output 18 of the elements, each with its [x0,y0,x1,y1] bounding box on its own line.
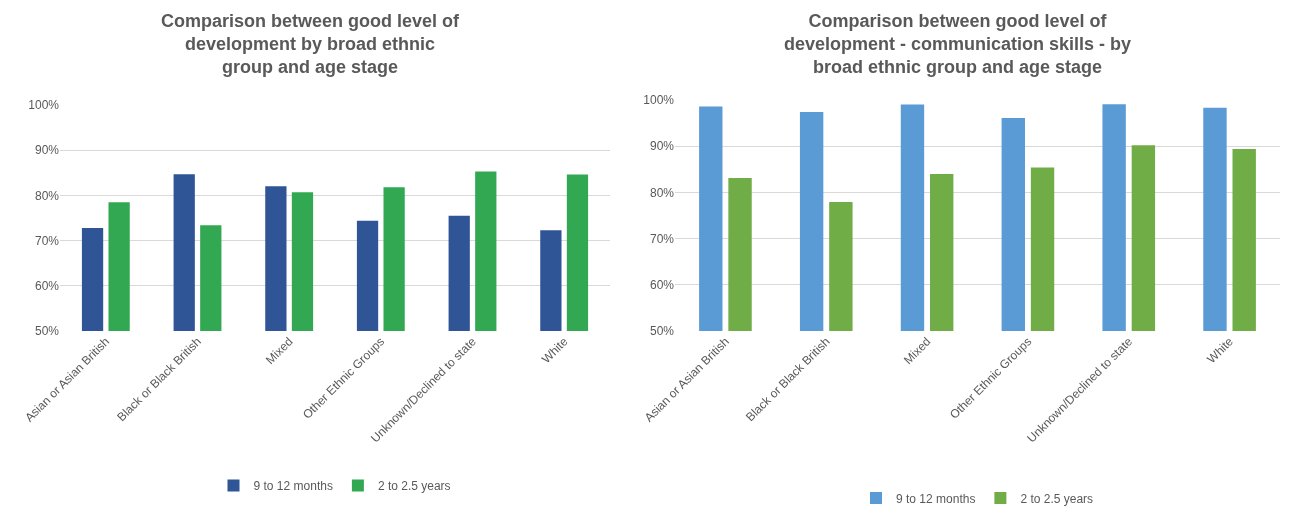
y-tick-label: 80% [34,188,60,203]
y-tick-label: 100% [28,98,60,113]
y-tick-label: 100% [643,93,675,108]
legend-label: 2 to 2.5 years [377,479,451,494]
chart-title: Comparison between good level of development by broad ethnic group and age stage [160,10,461,78]
y-tick-label: 60% [649,278,675,292]
y-tick-label: 70% [649,231,675,246]
y-tick-label: 60% [34,279,60,293]
legend-label: 9 to 12 months [896,491,976,506]
y-tick-label: 70% [34,233,60,248]
y-tick-label: 50% [649,324,675,339]
legend-label: 2 to 2.5 years [1020,491,1094,506]
chart-title: Comparison between good level of development - communication skills - by broad ethnic group and age stage [783,10,1132,78]
y-tick-label: 80% [649,185,675,200]
legend-label: 9 to 12 months [253,479,333,494]
y-tick-label: 90% [34,143,60,158]
y-tick-label: 50% [34,324,60,339]
y-tick-label: 90% [649,139,675,154]
